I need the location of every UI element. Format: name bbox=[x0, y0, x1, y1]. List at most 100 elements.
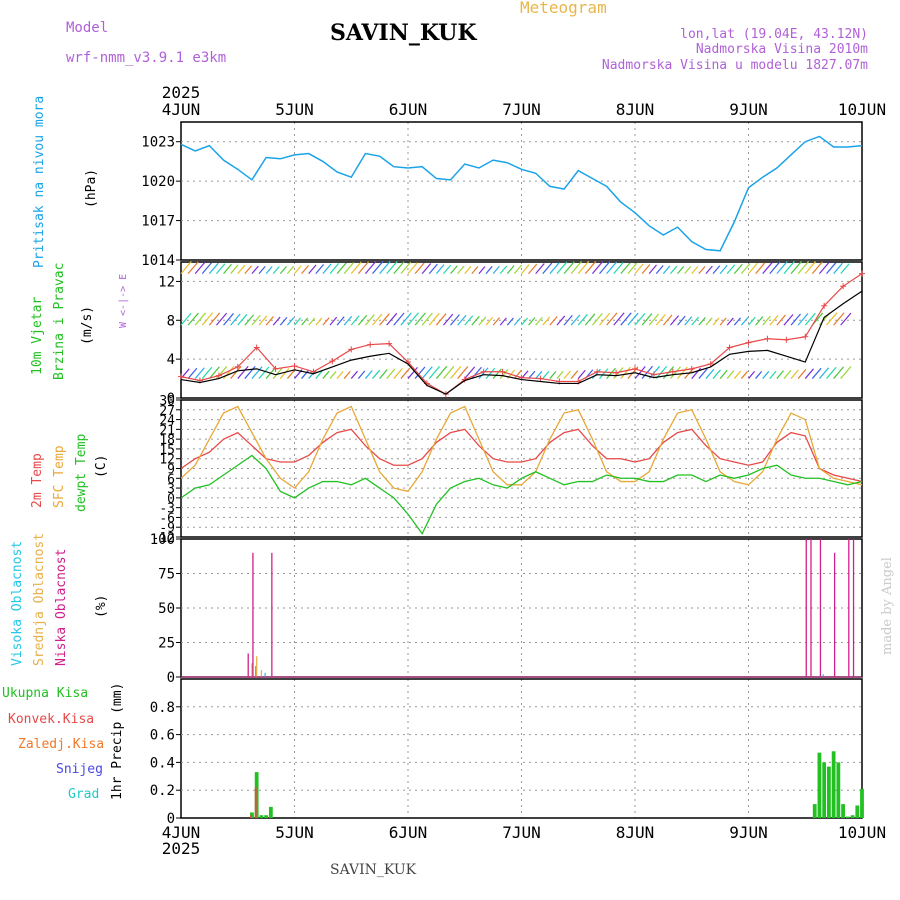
wind-barb bbox=[648, 313, 660, 326]
wind-barb bbox=[464, 366, 476, 379]
wind-barb bbox=[783, 260, 795, 275]
wind-barb bbox=[364, 370, 373, 379]
wind-barb bbox=[613, 261, 624, 275]
wind-barb bbox=[201, 366, 213, 379]
wind-barb bbox=[450, 265, 458, 275]
wind-barb bbox=[818, 367, 830, 379]
wind-barb bbox=[670, 366, 681, 379]
wind-barb bbox=[393, 368, 403, 379]
wind-barb bbox=[570, 314, 581, 326]
station-title: SAVIN_KUK bbox=[330, 20, 477, 46]
wind-barb bbox=[443, 365, 455, 379]
y-tick-label: 75 bbox=[158, 567, 175, 583]
bottom-station-name: SAVIN_KUK bbox=[330, 862, 417, 878]
wind-barb bbox=[443, 313, 454, 326]
y-tick-label: -6 bbox=[159, 511, 175, 526]
wind-barb bbox=[528, 263, 538, 275]
wind-barb bbox=[620, 262, 631, 275]
wind-barb bbox=[521, 317, 529, 326]
wind-barb bbox=[407, 312, 419, 326]
model-name: wrf-nmm_v3.9.1 e3km bbox=[66, 50, 227, 66]
x-tick-label-top: 9JUN bbox=[729, 100, 768, 119]
wind-barb bbox=[187, 312, 199, 326]
wind-barb bbox=[733, 370, 742, 379]
wind-barb bbox=[322, 263, 332, 275]
wind-barb bbox=[435, 365, 448, 379]
wind-barb bbox=[336, 316, 345, 326]
wind-barb bbox=[350, 261, 362, 275]
wind-barb bbox=[840, 263, 850, 275]
wind-barb bbox=[379, 313, 390, 326]
wind-barb bbox=[833, 312, 845, 326]
wind-barb bbox=[194, 312, 207, 326]
wind-barb bbox=[726, 317, 734, 326]
wind-speed-marker bbox=[215, 372, 222, 379]
wind-barb bbox=[478, 266, 486, 275]
wind-barb bbox=[599, 312, 611, 326]
wind-barb bbox=[421, 366, 433, 379]
precip-conv-bar bbox=[250, 815, 252, 818]
y-tick-label: 0 bbox=[167, 492, 175, 507]
wind-barb bbox=[698, 265, 706, 275]
wind-barb bbox=[762, 315, 771, 326]
wind-barb bbox=[641, 264, 651, 275]
x-tick-label-bottom: 10JUN bbox=[838, 823, 886, 842]
wind-barb bbox=[535, 316, 543, 326]
wind-barb bbox=[691, 316, 700, 326]
wind-barb bbox=[357, 314, 368, 326]
wind-barb bbox=[428, 312, 440, 326]
precip-total-bar bbox=[845, 816, 850, 818]
wind-barb bbox=[244, 365, 256, 379]
wind-speed-marker bbox=[650, 371, 657, 378]
wind-barb bbox=[840, 366, 852, 379]
wind-barb bbox=[372, 369, 381, 379]
wind-barb bbox=[698, 368, 708, 379]
wind-barb bbox=[627, 262, 638, 275]
wind-barb bbox=[251, 265, 259, 275]
wind-barb bbox=[393, 312, 405, 326]
wind-barb bbox=[265, 316, 274, 326]
wind-barb bbox=[748, 371, 756, 379]
wind-barb bbox=[577, 313, 588, 326]
wind-barb bbox=[230, 365, 242, 379]
wind-barb bbox=[726, 264, 736, 275]
precip-conv-bar bbox=[254, 787, 257, 818]
wind-barb bbox=[393, 261, 405, 275]
y-tick-label: 1023 bbox=[141, 135, 175, 151]
wind-barb bbox=[606, 312, 618, 326]
wind-barb bbox=[492, 368, 502, 379]
wind-barb bbox=[506, 317, 514, 326]
y-tick-label: 24 bbox=[159, 414, 175, 429]
wind-speed-marker bbox=[348, 346, 355, 353]
y-tick-label: 4 bbox=[167, 352, 175, 368]
y-tick-label: 25 bbox=[158, 636, 175, 652]
wind-barb bbox=[762, 370, 770, 379]
wind-barb bbox=[513, 264, 523, 275]
y-tick-label: 100 bbox=[150, 532, 175, 548]
wind-barb bbox=[457, 314, 467, 326]
wind-barb bbox=[804, 312, 816, 326]
wind-barb bbox=[223, 313, 234, 326]
wind-barb bbox=[577, 369, 586, 379]
wind-barb bbox=[315, 264, 325, 275]
wind-barb bbox=[223, 263, 232, 275]
wind-barb bbox=[251, 315, 261, 326]
wind-barb bbox=[740, 263, 751, 275]
wind-speed-marker bbox=[613, 369, 620, 376]
wind-barb bbox=[840, 312, 852, 326]
wind-barb bbox=[719, 317, 727, 326]
panel-frame-4 bbox=[180, 678, 863, 819]
wind-speed-marker bbox=[386, 340, 393, 347]
wind-barb bbox=[471, 266, 479, 275]
wind-barb bbox=[308, 264, 317, 275]
wind-barb bbox=[662, 265, 671, 275]
wind-barb bbox=[577, 260, 590, 275]
wind-barb bbox=[811, 367, 822, 379]
precip-total-bar bbox=[831, 751, 836, 818]
wind-barb bbox=[414, 366, 426, 379]
wind-barb bbox=[208, 312, 221, 326]
wind-barb bbox=[790, 260, 802, 275]
wind-barb bbox=[372, 260, 384, 275]
wind-barb bbox=[265, 266, 273, 275]
wind-barb bbox=[818, 261, 830, 275]
